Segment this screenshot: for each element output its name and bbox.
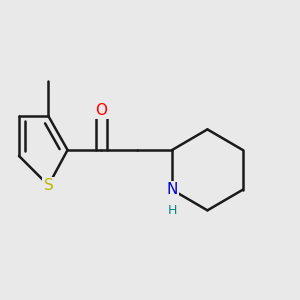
Text: S: S [44, 178, 53, 193]
Text: N: N [167, 182, 178, 197]
Text: H: H [167, 204, 177, 217]
Text: O: O [95, 103, 107, 118]
